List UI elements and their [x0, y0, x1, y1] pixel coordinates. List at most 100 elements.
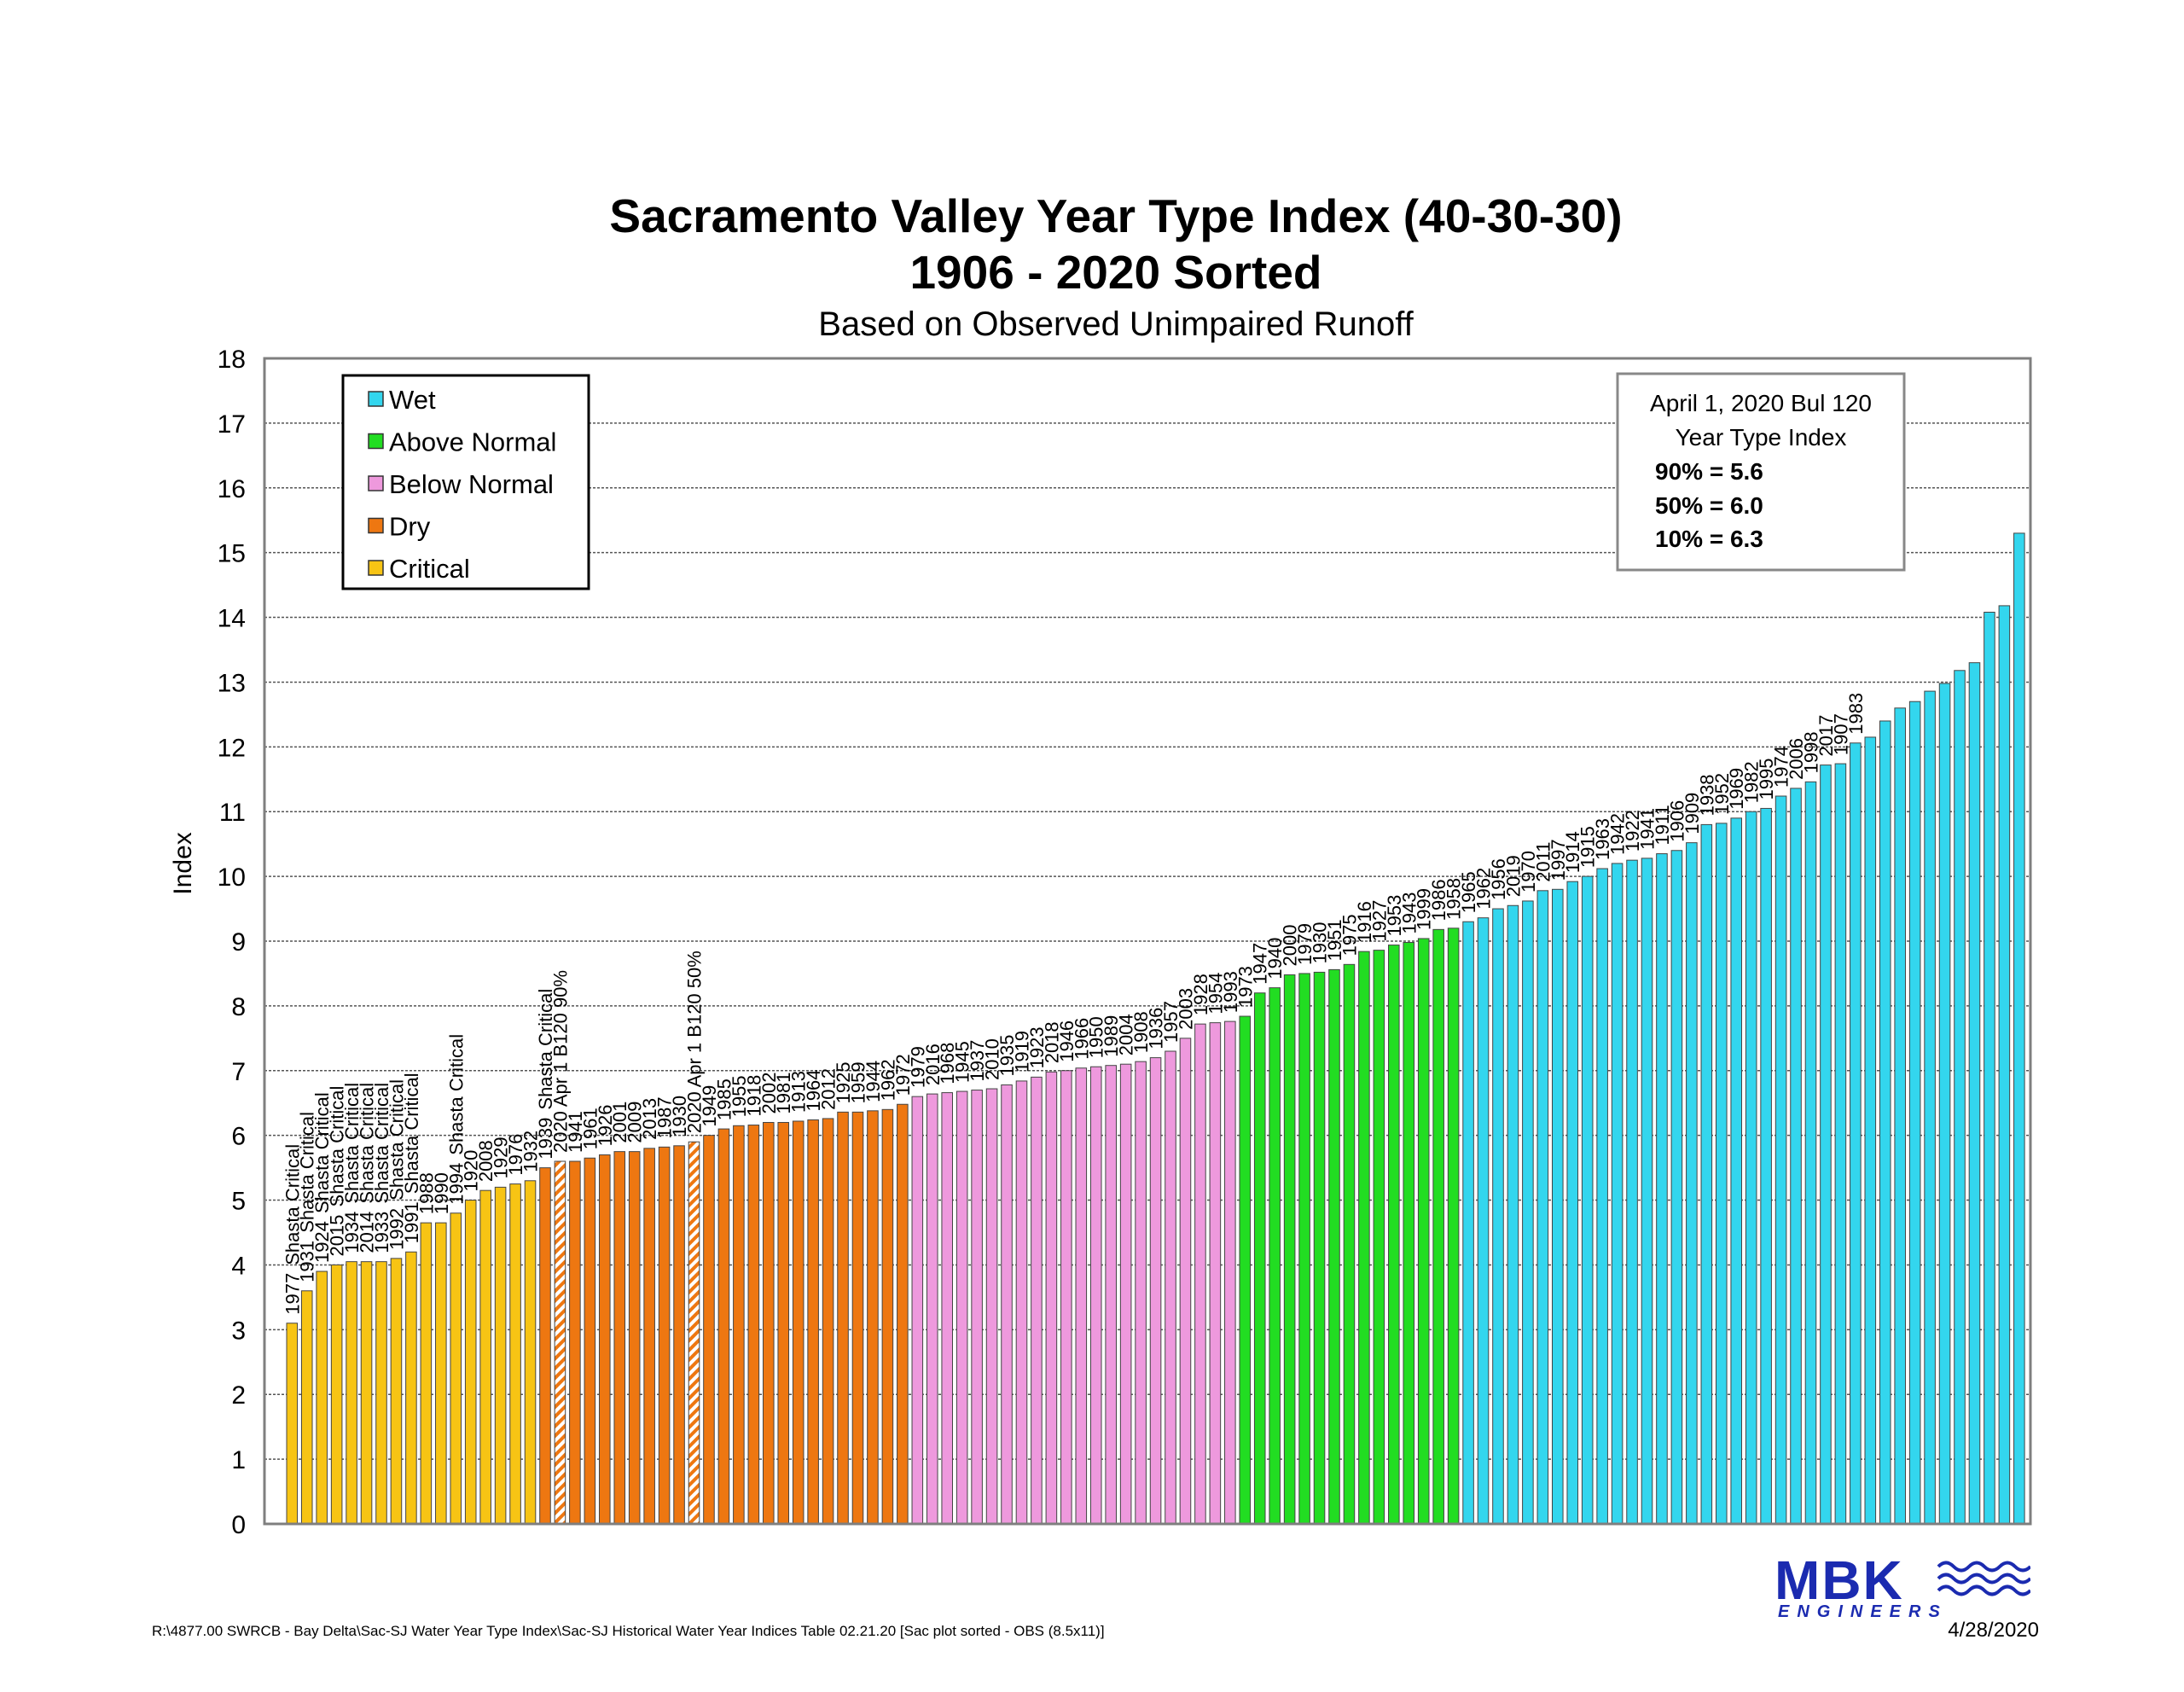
- bar-category-label: 1958: [1443, 878, 1465, 920]
- bar-hatched: [554, 1160, 566, 1525]
- legend-label: Critical: [389, 554, 470, 584]
- bar-category-label: 1969: [1726, 768, 1747, 810]
- bar-category-label: 2011: [1532, 841, 1554, 881]
- bar: [1239, 1015, 1252, 1525]
- bar: [450, 1212, 462, 1525]
- legend-label: Dry: [389, 512, 431, 542]
- bar-category-label: 1974: [1771, 746, 1792, 788]
- bar-category-label: 2017: [1815, 715, 1837, 757]
- legend-swatch: [368, 391, 384, 407]
- y-tick-label: 8: [231, 993, 246, 1021]
- y-tick-label: 12: [218, 734, 246, 762]
- y-tick-label: 2: [231, 1381, 246, 1410]
- bar: [1924, 690, 1936, 1525]
- bars: [286, 532, 2025, 1525]
- bar-category-label: 1990: [431, 1172, 452, 1214]
- bar-category-label: 2008: [475, 1140, 497, 1182]
- legend-swatch: [368, 517, 384, 534]
- bar: [897, 1103, 909, 1525]
- legend: Wet Above Normal Below Normal Dry Critical: [341, 374, 590, 590]
- bar-category-label: 1944: [863, 1061, 884, 1102]
- bar: [1298, 973, 1310, 1525]
- bar: [673, 1145, 685, 1525]
- bar-annotation: Shasta Critical: [297, 1112, 318, 1233]
- bar: [479, 1189, 491, 1525]
- logo-text: MBK: [1774, 1550, 1904, 1611]
- bar: [867, 1110, 879, 1525]
- bar-category-label: 1966: [1071, 1018, 1092, 1060]
- bar-annotation: Shasta Critical: [311, 1092, 333, 1213]
- y-axis-label: Index: [169, 832, 197, 894]
- y-tick-label: 10: [218, 863, 246, 892]
- y-tick-label: 16: [218, 475, 246, 503]
- bar-category-label: 1997: [1548, 839, 1569, 881]
- bar: [1135, 1061, 1147, 1525]
- bar: [1179, 1038, 1192, 1525]
- bar-category-label: 1930: [669, 1096, 690, 1137]
- bar-category-label: 1970: [1518, 851, 1539, 893]
- bar-category-label: 1994: [445, 1163, 467, 1205]
- bar: [1403, 942, 1415, 1525]
- bar: [717, 1128, 730, 1525]
- bar-category-label: 2004: [1116, 1014, 1137, 1055]
- bar-category-label: 2015: [327, 1214, 348, 1256]
- bar-category-label: 1986: [1428, 879, 1449, 921]
- bar: [1194, 1023, 1206, 1525]
- bar-category-label: 1999: [1414, 888, 1435, 930]
- info-box: April 1, 2020 Bul 120 Year Type Index 90% …: [1616, 372, 1906, 572]
- bar-category-label: 1957: [1160, 1001, 1182, 1043]
- bar: [703, 1135, 715, 1525]
- bar: [1670, 850, 1683, 1525]
- bar-category-label: 1942: [1607, 813, 1629, 855]
- bar-category-label: 1907: [1830, 713, 1851, 755]
- chart-subtitle: Based on Observed Unimpaired Runoff: [818, 305, 1414, 343]
- bar: [405, 1251, 417, 1525]
- bar: [1804, 781, 1817, 1525]
- bar-category-label: 1923: [1026, 1026, 1048, 1068]
- bar-category-label: 2001: [609, 1102, 630, 1143]
- bar: [1581, 875, 1594, 1525]
- bar: [1477, 917, 1490, 1525]
- bar: [539, 1167, 551, 1525]
- bar-category-label: 1941: [565, 1111, 586, 1153]
- bar: [985, 1088, 998, 1525]
- bar-category-label: 1995: [1756, 758, 1777, 799]
- bar: [569, 1160, 581, 1525]
- bar-category-label: 1919: [1011, 1031, 1032, 1073]
- bar: [1253, 992, 1266, 1525]
- bar-category-label: 1979: [907, 1046, 928, 1088]
- bar-annotation: Shasta Critical: [401, 1073, 422, 1194]
- bar-category-label: 1989: [1101, 1015, 1122, 1057]
- footer-date: 4/28/2020: [1948, 1619, 2039, 1642]
- bar-category-label: 1943: [1398, 893, 1420, 934]
- bar-annotation: Shasta Critical: [371, 1083, 392, 1204]
- chart-title-years: 1906 - 2020 Sorted: [909, 246, 1321, 299]
- bar-category-label: 1976: [505, 1134, 526, 1176]
- legend-label: Wet: [389, 385, 436, 415]
- bar-annotation: Shasta Critical: [386, 1079, 407, 1201]
- bar-category-label: 1988: [415, 1172, 437, 1214]
- bar-category-label: 1927: [1368, 900, 1390, 942]
- bar-category-label: 1982: [1741, 761, 1763, 803]
- grid-lines: [264, 422, 2030, 1460]
- bar-category-label: 1968: [937, 1043, 958, 1084]
- bar-category-label: 1914: [1562, 831, 1583, 873]
- bar: [464, 1200, 477, 1525]
- y-tick-label: 13: [218, 669, 246, 697]
- bar: [822, 1118, 834, 1525]
- bar: [1313, 971, 1326, 1525]
- bar-category-label: 2000: [1280, 925, 1301, 967]
- bar: [1105, 1065, 1117, 1525]
- y-tick-label: 5: [231, 1188, 246, 1216]
- bar: [300, 1290, 313, 1525]
- bar: [1552, 888, 1564, 1525]
- bar-category-label: 1963: [1592, 818, 1613, 860]
- y-tick-label: 7: [231, 1058, 246, 1086]
- bar-category-label: 1964: [803, 1070, 824, 1112]
- bar-category-label: 2016: [922, 1044, 944, 1085]
- bar: [435, 1222, 447, 1525]
- bar: [1715, 823, 1728, 1525]
- bar-category-label: 1983: [1845, 693, 1867, 735]
- bar-category-label: 1959: [847, 1061, 868, 1103]
- bar: [1596, 868, 1608, 1525]
